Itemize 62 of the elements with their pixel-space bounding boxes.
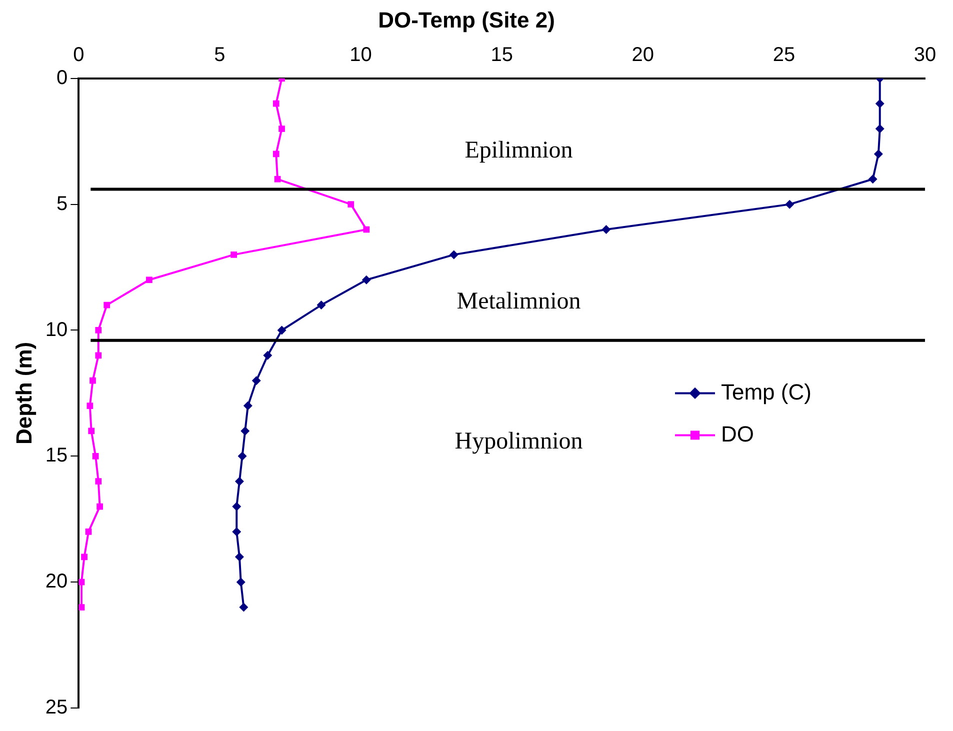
point (232, 502, 242, 512)
point (78, 604, 85, 610)
point (272, 150, 280, 158)
point (88, 428, 95, 434)
y-tick-label: 10 (45, 318, 68, 341)
point (274, 176, 281, 182)
annotation: Metalimnion (456, 288, 581, 315)
x-tick-label: 0 (73, 44, 84, 66)
point (78, 578, 85, 586)
annotation: Hypolimnion (454, 428, 583, 455)
point (868, 174, 878, 184)
point (363, 226, 370, 233)
point (95, 478, 102, 485)
point (874, 149, 883, 158)
x-tick-label: 15 (490, 44, 513, 66)
point (232, 527, 242, 536)
point (263, 350, 272, 360)
point (362, 275, 371, 284)
point (96, 503, 103, 510)
point (95, 352, 102, 359)
point (243, 401, 252, 410)
point (875, 124, 884, 134)
point (278, 126, 285, 132)
y-tick-label: 20 (45, 570, 68, 593)
legend-label: DO (721, 421, 754, 446)
y-tick-label: 5 (56, 192, 68, 215)
point (85, 528, 92, 535)
x-tick-label: 5 (214, 44, 226, 66)
x-tick-label: 30 (914, 44, 936, 66)
point (348, 201, 354, 208)
point (272, 100, 280, 107)
point (230, 252, 237, 258)
point (234, 552, 244, 562)
point (236, 578, 246, 587)
point (277, 326, 286, 335)
point (602, 225, 611, 234)
point (238, 452, 247, 461)
y-axis-title: Depth (m) (11, 342, 36, 445)
point (90, 377, 96, 384)
y-tick-label: 0 (56, 66, 68, 89)
point (86, 402, 94, 409)
point (252, 376, 261, 386)
point (875, 99, 884, 108)
point (316, 300, 326, 310)
point (239, 602, 248, 612)
point (92, 452, 99, 460)
point (95, 327, 102, 334)
x-tick-label: 25 (772, 44, 796, 66)
point (81, 554, 88, 560)
legend-label: Temp (C) (721, 379, 812, 404)
y-tick-label: 25 (45, 696, 68, 719)
point (146, 276, 152, 284)
chart-title: DO-Temp (Site 2) (378, 7, 555, 32)
point (234, 476, 244, 486)
point (785, 200, 794, 209)
x-tick-label: 10 (350, 44, 372, 66)
annotation: Epilimnion (464, 138, 573, 164)
point (104, 302, 110, 308)
point (240, 426, 250, 436)
point (449, 250, 458, 260)
x-tick-label: 20 (632, 44, 654, 66)
y-tick-label: 15 (45, 444, 68, 467)
